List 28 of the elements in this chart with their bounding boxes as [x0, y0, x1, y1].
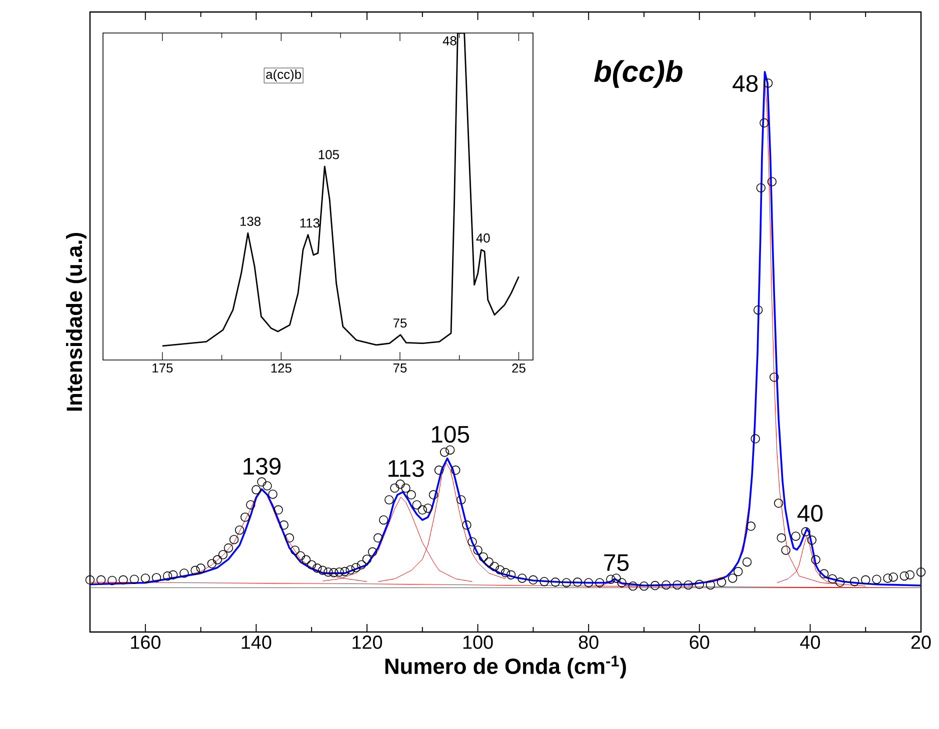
x-tick-label: 140 — [242, 636, 272, 649]
x-tick-label: 120 — [352, 636, 382, 649]
annotation: 48 — [442, 36, 456, 46]
annotation: 48 — [732, 75, 758, 92]
annotation: 40 — [797, 504, 823, 522]
x-tick-label: 125 — [271, 364, 292, 373]
x-tick-label: 60 — [690, 636, 710, 649]
annotation: 75 — [393, 318, 407, 328]
annotation: 105 — [432, 426, 470, 443]
annotation: 105 — [318, 150, 339, 160]
x-tick-label: 80 — [578, 636, 598, 649]
x-tick-label: 100 — [463, 636, 493, 649]
y-axis-title: Intensidade (u.a.) — [66, 232, 86, 411]
x-axis-title: Numero de Onda (cm$^{-1}$) — [385, 656, 626, 678]
x-tick-label: 175 — [152, 364, 173, 373]
annotation: 113 — [300, 218, 320, 228]
annotation: 75 — [604, 554, 629, 572]
x-tick-label: 25 — [512, 364, 526, 373]
annotation: 113 — [388, 460, 424, 477]
x-tick-label: 40 — [800, 636, 820, 649]
annotation: 40 — [476, 233, 490, 243]
x-tick-label: 160 — [131, 636, 160, 649]
annotation: a(cc)b — [266, 69, 302, 82]
x-tick-label: 20 — [911, 636, 931, 649]
annotation: 138 — [240, 216, 261, 226]
annotation: b(cc)b — [594, 60, 682, 88]
annotation: 139 — [244, 458, 281, 475]
x-tick-label: 75 — [393, 364, 407, 373]
